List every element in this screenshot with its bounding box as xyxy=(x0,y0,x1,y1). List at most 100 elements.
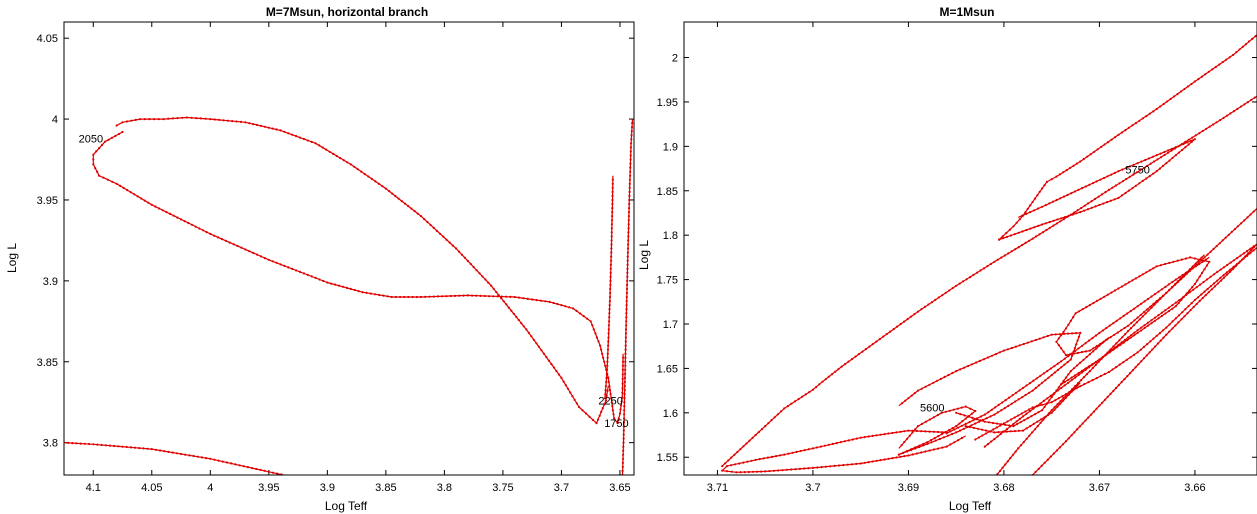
left-data-point xyxy=(283,264,286,267)
right-data-point xyxy=(1115,366,1118,369)
right-data-point xyxy=(779,454,782,457)
right-data-point xyxy=(1229,261,1232,264)
left-y-tick-label: 4.05 xyxy=(37,33,58,45)
left-y-tick-label: 3.95 xyxy=(37,195,58,207)
right-data-point xyxy=(934,439,937,442)
right-data-point xyxy=(1109,392,1112,395)
right-data-point xyxy=(1235,264,1238,267)
left-data-point xyxy=(158,207,161,210)
right-data-point xyxy=(1101,341,1104,344)
right-data-point xyxy=(1124,191,1127,195)
left-data-point xyxy=(623,384,626,388)
right-data-point xyxy=(1070,376,1073,379)
right-data-point xyxy=(938,437,941,441)
right-data-point xyxy=(1004,423,1007,426)
left-data-point xyxy=(556,302,559,306)
right-data-point xyxy=(1073,211,1076,214)
right-data-point xyxy=(1129,356,1132,359)
right-data-point xyxy=(1002,430,1006,433)
right-data-point xyxy=(863,461,866,464)
right-data-point xyxy=(1140,326,1143,329)
right-data-point xyxy=(1001,401,1004,404)
right-data-point xyxy=(1083,209,1086,212)
right-data-point xyxy=(1183,87,1186,91)
right-data-point xyxy=(1140,360,1143,363)
right-data-point xyxy=(1132,353,1136,356)
right-data-point xyxy=(930,301,934,304)
right-data-point xyxy=(1055,340,1058,343)
right-data-point xyxy=(1111,348,1114,351)
right-data-point xyxy=(1087,366,1091,369)
left-data-point xyxy=(527,331,530,334)
left-data-point xyxy=(377,182,380,185)
right-data-point xyxy=(1236,256,1239,260)
right-data-point xyxy=(1090,413,1093,416)
right-data-point xyxy=(1176,92,1179,96)
right-data-point xyxy=(1141,273,1144,276)
right-data-point xyxy=(1045,402,1048,405)
right-data-point xyxy=(1062,218,1065,221)
left-data-point xyxy=(605,372,608,375)
right-data-point xyxy=(1151,155,1154,158)
right-data-point xyxy=(855,462,858,465)
right-data-point xyxy=(1021,429,1025,432)
right-data-point xyxy=(901,451,905,454)
right-data-point xyxy=(1072,316,1075,319)
right-data-point xyxy=(1154,345,1157,348)
left-data-point xyxy=(483,294,486,298)
right-data-point xyxy=(1197,78,1200,81)
left-data-point xyxy=(610,255,613,258)
right-data-point xyxy=(1081,187,1084,190)
right-data-point xyxy=(867,461,870,464)
right-data-point xyxy=(871,343,874,346)
right-series-3 xyxy=(998,138,1196,241)
right-data-point xyxy=(1149,162,1152,165)
left-data-point xyxy=(609,283,612,286)
left-data-point xyxy=(275,261,278,264)
right-data-point xyxy=(1106,175,1109,178)
right-data-point xyxy=(1143,300,1146,303)
left-data-point xyxy=(183,220,186,223)
left-data-point xyxy=(577,405,581,409)
right-data-point xyxy=(1159,105,1162,108)
left-data-point xyxy=(240,246,243,249)
right-data-point xyxy=(975,271,979,274)
right-data-point xyxy=(1018,389,1021,392)
right-data-point xyxy=(1139,169,1142,172)
left-data-point xyxy=(334,283,337,286)
right-data-point xyxy=(887,432,890,435)
right-data-point xyxy=(937,430,940,434)
left-series-line xyxy=(607,353,624,424)
right-data-point xyxy=(1117,133,1120,136)
left-data-point xyxy=(129,446,132,449)
left-data-point xyxy=(606,364,609,367)
right-data-point xyxy=(1062,332,1066,335)
right-data-point xyxy=(1164,312,1167,315)
left-data-point xyxy=(175,452,178,455)
right-data-point xyxy=(1118,182,1121,185)
right-data-point xyxy=(1088,349,1091,352)
left-data-point xyxy=(342,159,345,162)
left-data-point xyxy=(146,447,149,450)
left-data-point xyxy=(213,234,216,237)
right-data-point xyxy=(903,440,906,444)
right-data-point xyxy=(1146,321,1150,324)
right-data-point xyxy=(1051,200,1055,203)
right-data-point xyxy=(1113,333,1116,336)
right-plot-frame xyxy=(683,21,1257,476)
right-data-point xyxy=(1174,317,1177,320)
right-data-point xyxy=(949,443,952,446)
right-data-point xyxy=(1059,197,1062,200)
right-data-point xyxy=(906,449,909,453)
left-data-point xyxy=(244,248,247,251)
left-data-point xyxy=(600,410,603,413)
right-data-point xyxy=(1182,142,1185,146)
right-data-point xyxy=(932,416,936,419)
right-data-point xyxy=(1187,305,1190,308)
left-data-point xyxy=(188,454,191,457)
left-data-point xyxy=(621,382,624,385)
right-data-point xyxy=(1042,399,1045,402)
right-data-point xyxy=(892,328,895,331)
right-data-point xyxy=(1140,329,1143,332)
right-data-point xyxy=(1038,190,1041,193)
